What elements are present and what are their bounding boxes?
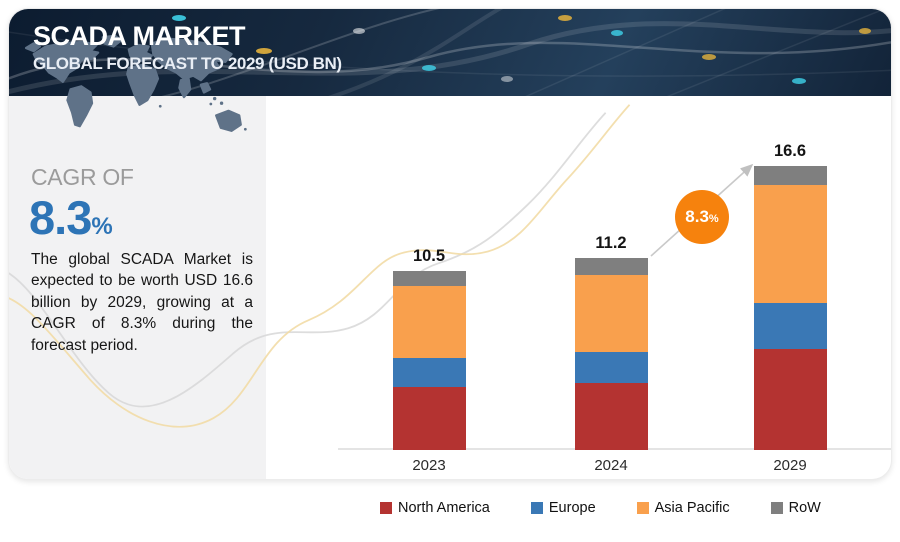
stacked-bar-chart: 10.5 2023 11.2 2024 16.6 2029 8.3% — [266, 96, 891, 479]
cagr-number: 8.3 — [29, 191, 92, 244]
legend-item-europe: Europe — [530, 500, 596, 516]
cagr-badge: 8.3% — [675, 190, 729, 244]
bar-segment-europe-2023 — [393, 358, 466, 387]
total-label-2029: 16.6 — [773, 142, 807, 160]
bar-segment-asia-pacific-2024 — [575, 275, 648, 352]
legend-swatch-row — [770, 502, 783, 514]
bar-2029 — [754, 166, 827, 450]
bar-segment-north-america-2024 — [575, 383, 648, 450]
bar-2024 — [575, 258, 648, 450]
bar-segment-asia-pacific-2023 — [393, 286, 466, 358]
bar-segment-north-america-2023 — [393, 387, 466, 450]
legend-label: North America — [398, 500, 490, 516]
market-summary-text: The global SCADA Market is expected to b… — [31, 251, 253, 354]
bar-segment-europe-2024 — [575, 352, 648, 383]
bar-segment-row-2023 — [393, 271, 466, 286]
bar-2023 — [393, 271, 466, 450]
legend-item-asia-pacific: Asia Pacific — [636, 500, 730, 516]
page-title: SCADA MARKET — [33, 21, 245, 51]
legend-label: Europe — [548, 500, 596, 516]
total-label-2023: 10.5 — [412, 247, 446, 265]
badge-percent-sign: % — [708, 212, 719, 225]
legend-swatch-europe — [530, 502, 543, 514]
infographic-card: SCADA MARKET GLOBAL FORECAST TO 2029 (US… — [8, 8, 892, 480]
cagr-value: 8.3% — [29, 190, 113, 245]
legend-label: Asia Pacific — [654, 500, 730, 516]
x-axis-label-2023: 2023 — [412, 457, 446, 474]
bar-segment-north-america-2029 — [754, 349, 827, 450]
bar-segment-row-2024 — [575, 258, 648, 275]
legend-item-row: RoW — [770, 500, 821, 516]
legend-item-north-america: North America — [380, 500, 490, 516]
legend-label: RoW — [788, 500, 821, 516]
legend-swatch-north-america — [380, 502, 392, 514]
bar-segment-asia-pacific-2029 — [754, 185, 827, 303]
cagr-percent-sign: % — [91, 213, 113, 240]
chart-legend: North America Europe Asia Pacific RoW — [380, 500, 821, 516]
x-axis-label-2029: 2029 — [773, 457, 807, 474]
page-subtitle: GLOBAL FORECAST TO 2029 (USD BN) — [33, 53, 342, 73]
x-axis-label-2024: 2024 — [594, 457, 628, 474]
total-label-2024: 11.2 — [595, 234, 627, 252]
badge-number: 8.3 — [685, 207, 709, 226]
bar-segment-europe-2029 — [754, 303, 827, 349]
bar-segment-row-2029 — [754, 166, 827, 185]
cagr-label: CAGR OF — [31, 164, 134, 190]
legend-swatch-asia-pacific — [636, 502, 649, 514]
